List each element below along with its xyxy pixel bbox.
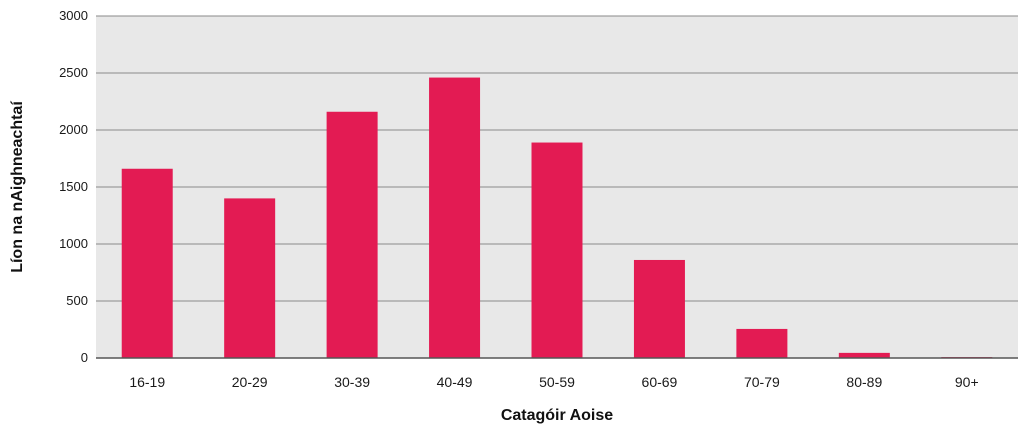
bars: [121, 77, 993, 358]
x-tick-label: 90+: [955, 374, 979, 390]
y-tick-label: 1500: [59, 179, 88, 194]
x-tick-label: 70-79: [744, 374, 780, 390]
bar-16-19: [121, 168, 173, 358]
x-tick-label: 60-69: [642, 374, 678, 390]
y-tick-label: 1000: [59, 236, 88, 251]
y-tick-label: 2000: [59, 122, 88, 137]
bar-30-39: [326, 111, 378, 358]
x-tick-label: 40-49: [437, 374, 473, 390]
bar-20-29: [224, 198, 276, 358]
y-tick-label: 2500: [59, 65, 88, 80]
x-tick-label: 30-39: [334, 374, 370, 390]
bar-50-59: [531, 142, 583, 358]
y-tick-label: 3000: [59, 8, 88, 23]
bar-70-79: [736, 328, 788, 358]
x-tick-label: 16-19: [129, 374, 165, 390]
y-tick-label: 0: [81, 350, 88, 365]
y-axis-title: Líon na nAigh­neachtaí: [9, 101, 26, 273]
bar-60-69: [633, 259, 685, 358]
y-axis-ticks: 0 500 1000 1500 2000 2500 3000: [59, 8, 88, 365]
y-tick-label: 500: [66, 293, 88, 308]
x-axis-ticks: 16-19 20-29 30-39 40-49 50-59 60-69 70-79 80-89…: [129, 374, 978, 390]
bar-80-89: [838, 352, 890, 358]
x-axis-title: Catagóir Aoise: [501, 407, 613, 424]
x-tick-label: 20-29: [232, 374, 268, 390]
x-tick-label: 80-89: [846, 374, 882, 390]
bar-40-49: [429, 77, 481, 358]
x-tick-label: 50-59: [539, 374, 575, 390]
